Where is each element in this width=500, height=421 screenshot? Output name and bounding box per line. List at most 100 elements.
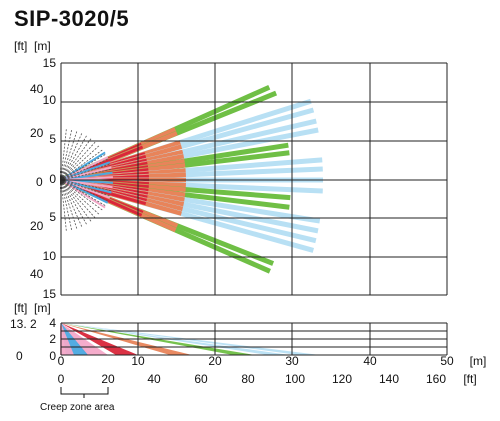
creep-ray-line: [60, 179, 78, 230]
x-m-tick: 20: [208, 354, 222, 368]
creep-ray: [60, 168, 112, 181]
top-m-tick: 5: [49, 132, 56, 146]
creep-ray: [60, 179, 107, 207]
side-m-unit: [m]: [34, 301, 51, 315]
side-ft-tick: 13. 2: [10, 317, 37, 331]
creep-ray: [60, 179, 111, 197]
top-ft-tick: 20: [30, 219, 44, 233]
x-m-tick: 50: [440, 354, 454, 368]
creep-ray-line: [60, 149, 104, 181]
creep-ray-line: [60, 153, 107, 181]
top-ft-tick: 20: [30, 126, 44, 140]
creep-ray: [60, 130, 78, 181]
creep-zone-label: Creep zone area: [40, 402, 115, 413]
top-ft-tick: 0: [36, 175, 43, 189]
creep-ray: [60, 179, 109, 202]
creep-ray: [60, 144, 100, 181]
x-ft-unit: [ft]: [463, 372, 476, 386]
creep-ray-line: [60, 179, 112, 192]
creep-ray-line: [60, 129, 73, 181]
creep-ray: [60, 137, 62, 181]
creep-ray: [60, 179, 112, 192]
x-ft-tick: 0: [58, 372, 65, 386]
creep-ray: [60, 179, 83, 228]
creep-ray: [60, 129, 73, 181]
creep-ray-line: [60, 179, 73, 231]
creep-ray-line: [60, 132, 83, 181]
top-ft-tick: 40: [30, 82, 44, 96]
creep-ray: [60, 153, 107, 181]
top-view-grid: [60, 62, 448, 296]
side-ft-tick: 0: [16, 349, 23, 363]
creep-ray-line: [60, 144, 100, 181]
top-view-beams: [60, 84, 323, 274]
creep-ray: [60, 141, 97, 181]
creep-ray-line: [60, 134, 62, 181]
creep-ray-line: [60, 179, 97, 219]
creep-ray-line: [60, 168, 112, 181]
creep-ray: [60, 137, 92, 181]
creep-ray-line: [60, 179, 100, 216]
top-m-tick: 0: [49, 172, 56, 186]
creep-ray: [60, 179, 73, 231]
creep-ray: [60, 179, 92, 223]
creep-ray-line: [60, 179, 62, 232]
x-ft-tick: 140: [379, 372, 399, 386]
top-m-unit: [m]: [34, 39, 51, 53]
creep-ray-line: [60, 128, 67, 181]
side-m-tick: 2: [49, 332, 56, 346]
side-m-tick: 0: [49, 349, 56, 363]
creep-ray-line: [60, 137, 62, 181]
creep-ray-line: [60, 134, 88, 181]
top-m-tick: 15: [43, 56, 57, 70]
creep-ray-line: [60, 141, 97, 181]
creep-ray-line: [60, 179, 107, 207]
x-ft-tick: 120: [332, 372, 352, 386]
creep-ray-line: [60, 179, 83, 228]
top-m-tick: 5: [49, 210, 56, 224]
creep-ray: [60, 128, 67, 181]
creep-ray: [60, 158, 109, 181]
creep-ray: [60, 128, 62, 181]
side-ft-unit: [ft]: [14, 301, 27, 315]
x-m-tick: 30: [285, 354, 299, 368]
creep-ray: [60, 149, 104, 181]
creep-ray: [60, 179, 62, 232]
top-ft-tick: 40: [30, 267, 44, 281]
creep-ray: [60, 179, 67, 232]
creep-ray-line: [60, 179, 111, 197]
creep-ray: [60, 179, 78, 230]
creep-ray: [60, 163, 111, 181]
creep-ray: [60, 179, 104, 211]
x-ft-tick: 80: [241, 372, 255, 386]
x-ft-tick: 160: [426, 372, 446, 386]
creep-ray-line: [60, 163, 111, 181]
creep-ray: [60, 134, 62, 181]
x-m-tick: 10: [131, 354, 145, 368]
creep-ray-line: [60, 130, 78, 181]
creep-zone-bracket: [60, 387, 109, 395]
creep-ray: [60, 134, 88, 181]
creep-ray-line: [60, 158, 109, 181]
creep-zone-fan: [60, 128, 112, 232]
creep-ray: [60, 179, 100, 216]
creep-ray-line: [60, 179, 67, 232]
top-m-tick: 15: [43, 287, 57, 301]
x-m-tick: 0: [58, 354, 65, 368]
creep-ray: [60, 132, 83, 181]
x-m-tick: 40: [363, 354, 377, 368]
x-ft-tick: 60: [194, 372, 208, 386]
creep-ray-line: [60, 179, 92, 223]
creep-ray-line: [60, 137, 92, 181]
product-title: SIP-3020/5: [14, 6, 130, 31]
x-ft-tick: 100: [285, 372, 305, 386]
x-ft-tick: 20: [101, 372, 115, 386]
side-view-grid: [60, 322, 448, 356]
creep-ray: [60, 179, 97, 219]
top-ft-unit: [ft]: [14, 39, 27, 53]
creep-ray-line: [60, 179, 109, 202]
top-m-tick: 10: [43, 249, 57, 263]
creep-ray-line: [60, 128, 62, 181]
top-m-tick: 10: [43, 93, 57, 107]
